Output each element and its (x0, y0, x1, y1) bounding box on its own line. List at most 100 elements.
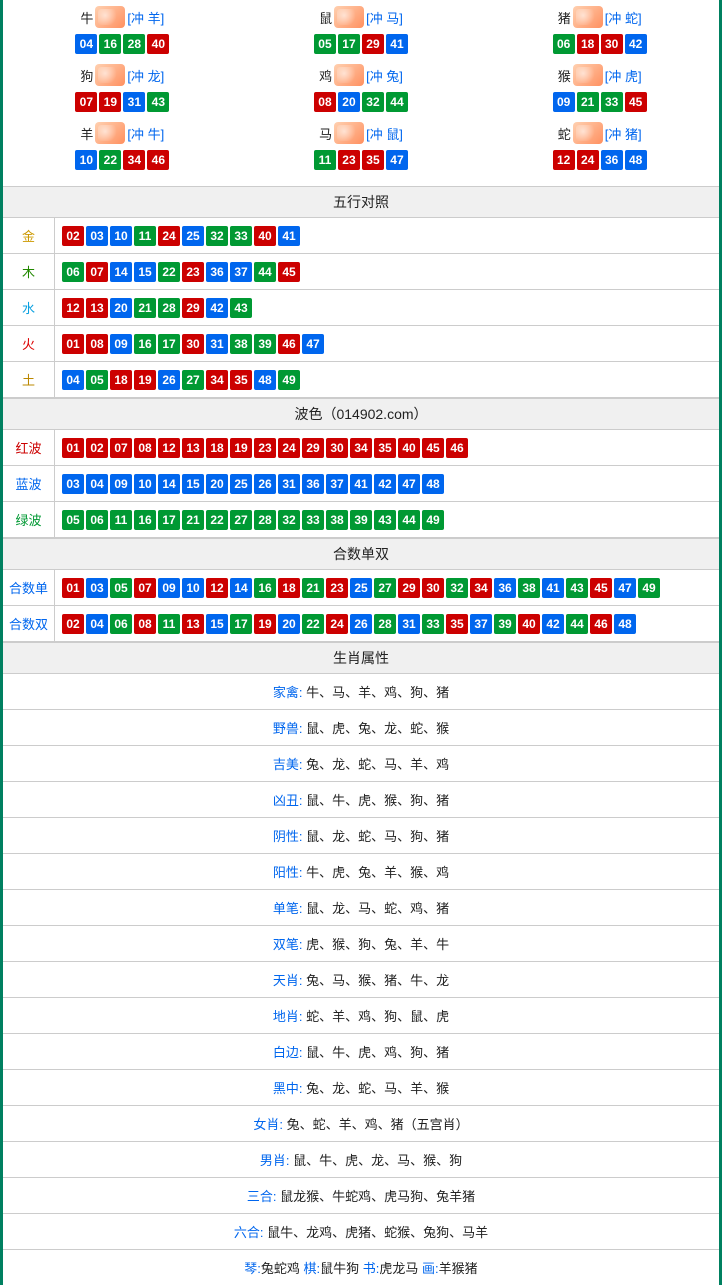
number-ball: 07 (134, 578, 156, 598)
number-ball: 19 (134, 370, 156, 390)
number-ball: 05 (314, 34, 336, 54)
attr-key: 六合: (234, 1225, 264, 1240)
number-ball: 47 (398, 474, 420, 494)
number-ball: 45 (422, 438, 444, 458)
zodiac-chong: [冲 羊] (127, 8, 164, 27)
number-ball: 08 (86, 334, 108, 354)
attr-key: 男肖: (260, 1153, 290, 1168)
number-ball: 03 (86, 578, 108, 598)
row-label: 金 (3, 218, 55, 253)
number-ball: 11 (314, 150, 336, 170)
zodiac-label: 狗 [冲 龙] (80, 64, 164, 86)
number-ball: 35 (362, 150, 384, 170)
number-ball: 05 (86, 370, 108, 390)
number-ball: 09 (553, 92, 575, 112)
zodiac-balls: 07193143 (3, 90, 242, 114)
zodiac-name: 鼠 (319, 8, 332, 27)
number-ball: 17 (230, 614, 252, 634)
attr-row: 女肖: 兔、蛇、羊、鸡、猪（五宫肖） (3, 1106, 719, 1142)
number-ball: 49 (638, 578, 660, 598)
attr-val: 鼠、牛、虎、鸡、狗、猪 (303, 1045, 450, 1060)
number-ball: 24 (326, 614, 348, 634)
number-ball: 19 (230, 438, 252, 458)
section-header-shuxing: 生肖属性 (3, 642, 719, 674)
number-ball: 48 (614, 614, 636, 634)
zodiac-label: 马 [冲 鼠] (319, 122, 403, 144)
zodiac-balls: 11233547 (242, 148, 481, 172)
attr-val: 鼠、牛、虎、猴、狗、猪 (303, 793, 450, 808)
number-ball: 15 (182, 474, 204, 494)
attr-val: 牛、虎、兔、羊、猴、鸡 (303, 865, 450, 880)
number-ball: 43 (566, 578, 588, 598)
number-ball: 37 (230, 262, 252, 282)
attr-key: 三合: (247, 1189, 277, 1204)
zodiac-chong: [冲 虎] (605, 66, 642, 85)
number-ball: 18 (206, 438, 228, 458)
attr-key: 白边: (273, 1045, 303, 1060)
attr-val: 鼠、龙、马、蛇、鸡、猪 (303, 901, 450, 916)
number-ball: 05 (62, 510, 84, 530)
number-ball: 22 (158, 262, 180, 282)
number-ball: 33 (601, 92, 623, 112)
number-ball: 06 (553, 34, 575, 54)
number-ball: 13 (86, 298, 108, 318)
row-label: 蓝波 (3, 466, 55, 501)
number-ball: 23 (182, 262, 204, 282)
zodiac-balls: 04162840 (3, 32, 242, 56)
number-ball: 41 (278, 226, 300, 246)
row-label: 土 (3, 362, 55, 397)
zodiac-animal-icon (573, 6, 603, 28)
number-ball: 40 (518, 614, 540, 634)
attr-val: 牛、马、羊、鸡、狗、猪 (303, 685, 450, 700)
number-ball: 24 (278, 438, 300, 458)
number-ball: 37 (470, 614, 492, 634)
attr-val: 鼠、虎、兔、龙、蛇、猴 (303, 721, 450, 736)
data-row: 火 0108091617303138394647 (3, 326, 719, 362)
number-ball: 39 (350, 510, 372, 530)
number-ball: 19 (99, 92, 121, 112)
attr-key: 野兽: (273, 721, 303, 736)
number-ball: 14 (230, 578, 252, 598)
number-ball: 14 (158, 474, 180, 494)
zodiac-animal-icon (573, 122, 603, 144)
row-balls: 0103050709101214161821232527293032343638… (55, 571, 719, 605)
number-ball: 20 (110, 298, 132, 318)
number-ball: 44 (254, 262, 276, 282)
number-ball: 23 (254, 438, 276, 458)
zodiac-name: 猴 (558, 66, 571, 85)
number-ball: 41 (542, 578, 564, 598)
number-ball: 47 (302, 334, 324, 354)
attr-key: 琴: (244, 1261, 261, 1276)
number-ball: 42 (206, 298, 228, 318)
number-ball: 10 (75, 150, 97, 170)
bose-rows: 红波 0102070812131819232429303435404546 蓝波… (3, 430, 719, 538)
number-ball: 46 (590, 614, 612, 634)
attr-key: 家禽: (273, 685, 303, 700)
number-ball: 28 (158, 298, 180, 318)
number-ball: 18 (110, 370, 132, 390)
zodiac-balls: 10223446 (3, 148, 242, 172)
zodiac-animal-icon (334, 64, 364, 86)
data-row: 金 02031011242532334041 (3, 218, 719, 254)
attr-val: 羊猴猪 (439, 1261, 478, 1276)
number-ball: 25 (182, 226, 204, 246)
zodiac-balls: 08203244 (242, 90, 481, 114)
row-label: 水 (3, 290, 55, 325)
number-ball: 10 (134, 474, 156, 494)
number-ball: 03 (62, 474, 84, 494)
number-ball: 36 (302, 474, 324, 494)
zodiac-chong: [冲 猪] (605, 124, 642, 143)
number-ball: 42 (374, 474, 396, 494)
attr-val: 鼠牛、龙鸡、虎猪、蛇猴、兔狗、马羊 (264, 1225, 489, 1240)
number-ball: 31 (123, 92, 145, 112)
row-balls: 06071415222336374445 (55, 255, 719, 289)
number-ball: 14 (110, 262, 132, 282)
attr-val: 鼠龙猴、牛蛇鸡、虎马狗、兔羊猪 (277, 1189, 476, 1204)
data-row: 绿波 05061116172122272832333839434449 (3, 502, 719, 538)
number-ball: 36 (494, 578, 516, 598)
number-ball: 45 (625, 92, 647, 112)
zodiac-cell: 鼠 [冲 马] 05172941 (242, 4, 481, 62)
number-ball: 48 (254, 370, 276, 390)
zodiac-chong: [冲 兔] (366, 66, 403, 85)
number-ball: 48 (625, 150, 647, 170)
